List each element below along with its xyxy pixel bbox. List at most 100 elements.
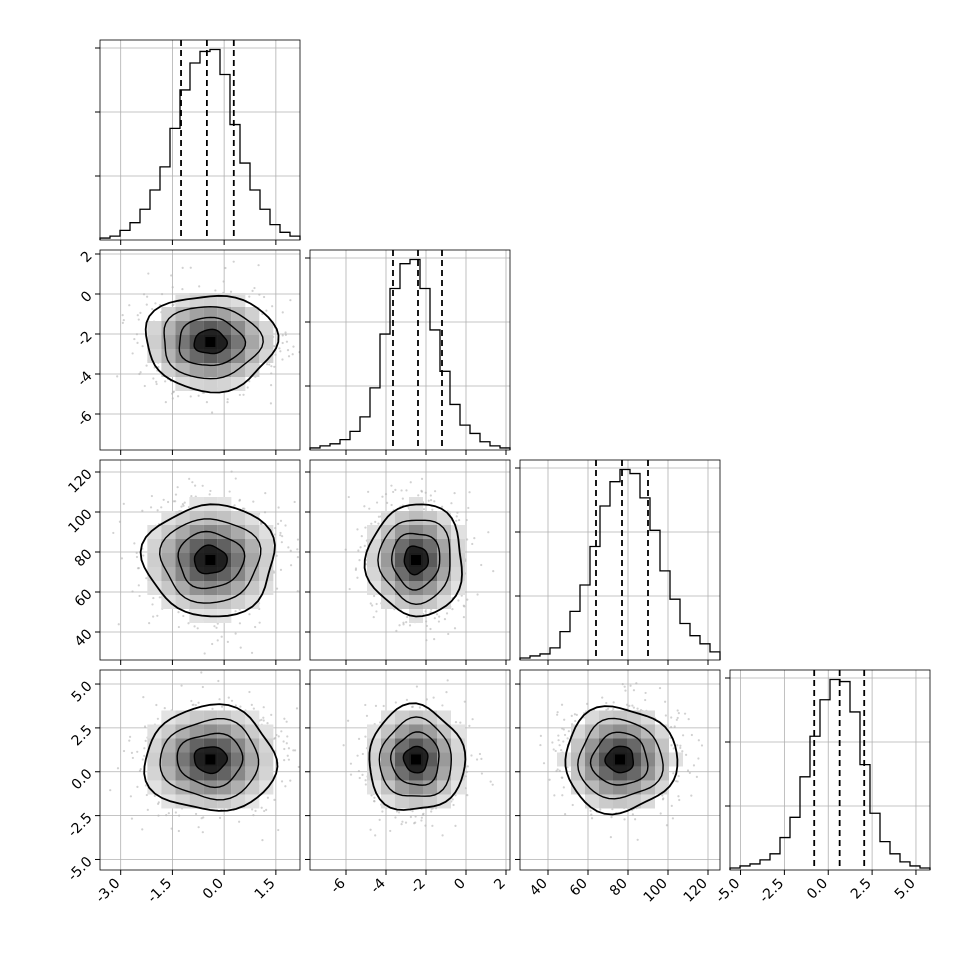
scatter-point	[487, 531, 490, 534]
scatter-point	[262, 295, 266, 299]
density-cell	[641, 780, 655, 795]
scatter-point	[139, 311, 142, 314]
density-panel	[305, 459, 511, 665]
density-panel	[99, 459, 301, 665]
scatter-point	[194, 812, 198, 816]
scatter-point	[258, 293, 261, 296]
scatter-point	[561, 794, 564, 797]
scatter-point	[170, 827, 173, 830]
density-peak	[615, 754, 625, 765]
scatter-point	[274, 526, 277, 530]
scatter-point	[266, 363, 269, 366]
density-cell	[245, 595, 260, 609]
density-cell	[395, 595, 409, 609]
density-cell	[147, 335, 162, 349]
scatter-point	[395, 629, 398, 632]
scatter-point	[395, 810, 399, 813]
density-cell	[161, 539, 176, 553]
density-cell	[147, 539, 162, 553]
scatter-point	[314, 340, 316, 342]
scatter-point	[431, 824, 434, 827]
panel-frame	[729, 669, 931, 871]
scatter-point	[258, 621, 261, 624]
scatter-point	[160, 293, 164, 296]
histogram-panel	[725, 669, 931, 871]
density-cell	[189, 293, 204, 307]
scatter-point	[687, 717, 690, 721]
scatter-point	[148, 622, 151, 625]
density-cell	[245, 335, 260, 349]
density-cell	[175, 363, 190, 377]
scatter-point	[262, 706, 265, 709]
density-cell	[217, 321, 232, 335]
scatter-point	[284, 331, 287, 334]
density-cell	[245, 738, 260, 753]
scatter-point	[252, 500, 255, 503]
scatter-point	[248, 613, 251, 616]
y-tick-label: 80	[72, 546, 96, 570]
density-cell	[381, 581, 395, 595]
scatter-point	[286, 754, 289, 757]
density-cell	[437, 794, 451, 809]
density-cell	[245, 752, 260, 767]
scatter-point	[606, 707, 610, 710]
density-cell	[423, 766, 437, 781]
scatter-point	[156, 717, 159, 720]
scatter-point	[144, 739, 147, 742]
scatter-point	[558, 744, 561, 747]
density-cell	[599, 710, 613, 725]
density-cell	[175, 567, 190, 581]
scatter-point	[394, 488, 397, 492]
scatter-point	[142, 695, 145, 699]
scatter-point	[447, 632, 450, 636]
scatter-point	[269, 383, 273, 387]
density-cell	[189, 349, 204, 363]
density-cell	[655, 738, 669, 753]
scatter-point	[357, 769, 360, 773]
scatter-point	[201, 831, 204, 834]
density-cell	[175, 321, 190, 335]
density-cell	[147, 525, 162, 539]
scatter-point	[665, 824, 669, 827]
scatter-point	[143, 754, 146, 757]
scatter-point	[364, 783, 367, 786]
scatter-point	[181, 288, 184, 291]
scatter-point	[156, 509, 159, 512]
scatter-point	[128, 304, 131, 307]
scatter-point	[432, 696, 435, 699]
scatter-point	[296, 538, 299, 541]
density-cell	[231, 321, 246, 335]
scatter-point	[278, 347, 281, 350]
density-cell	[175, 539, 190, 553]
scatter-point	[128, 739, 131, 742]
scatter-point	[466, 538, 469, 541]
scatter-point	[424, 610, 427, 613]
scatter-point	[389, 829, 392, 833]
y-tick-label: -5.0	[65, 854, 96, 885]
scatter-point	[409, 815, 412, 819]
scatter-point	[232, 260, 235, 263]
scatter-point	[400, 823, 403, 826]
scatter-point	[201, 685, 204, 689]
y-tick-label: 0	[78, 288, 96, 306]
scatter-point	[676, 709, 679, 712]
density-cell	[189, 609, 204, 623]
scatter-point	[679, 744, 682, 747]
scatter-point	[364, 779, 367, 782]
scatter-point	[480, 757, 483, 760]
density-cell	[245, 581, 260, 595]
scatter-point	[433, 638, 436, 641]
scatter-point	[284, 785, 287, 788]
scatter-point	[363, 544, 366, 548]
histogram-bars	[729, 678, 931, 870]
scatter-point	[425, 698, 428, 701]
density-cell	[381, 724, 395, 739]
density-cell	[259, 766, 274, 781]
scatter-point	[211, 707, 214, 710]
scatter-point	[465, 770, 468, 774]
scatter-point	[401, 497, 404, 500]
scatter-point	[284, 333, 287, 336]
contour-line	[390, 532, 441, 591]
scatter-point	[220, 705, 224, 708]
scatter-point	[466, 765, 469, 768]
